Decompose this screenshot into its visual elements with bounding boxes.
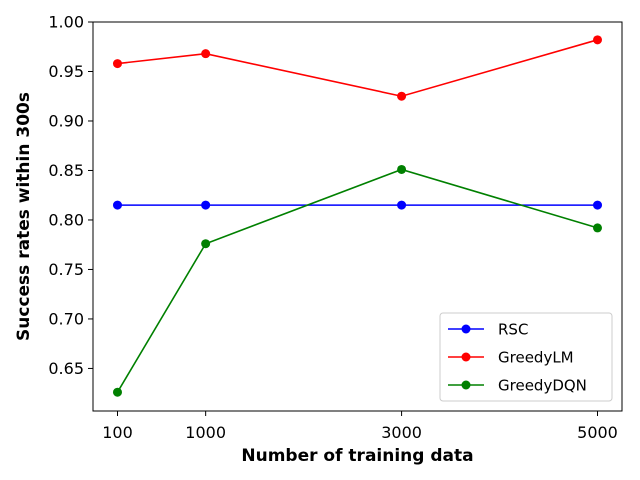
data-point — [397, 164, 407, 174]
y-tick-label: 0.75 — [48, 260, 84, 279]
y-axis-title: Success rates within 300s — [14, 92, 34, 341]
y-tick-label: 0.65 — [48, 359, 84, 378]
y-tick-label: 0.80 — [48, 210, 84, 229]
legend-label: RSC — [498, 321, 528, 339]
series-rsc — [112, 200, 603, 210]
y-tick-label: 1.00 — [48, 13, 84, 32]
x-tick-label: 3000 — [381, 423, 422, 442]
y-axis: 0.65 0.70 0.75 0.80 0.85 0.90 0.95 1.00 — [48, 13, 93, 378]
series-layer — [112, 35, 603, 397]
x-tick-label: 5000 — [577, 423, 618, 442]
legend-item: GreedyDQN — [448, 377, 587, 395]
legend-swatch-marker — [461, 324, 471, 334]
legend-item: GreedyLM — [448, 349, 574, 367]
series-line — [116, 168, 598, 393]
data-point — [397, 91, 407, 101]
x-tick-label: 100 — [102, 423, 133, 442]
y-tick-label: 0.85 — [48, 161, 84, 180]
data-point — [201, 200, 211, 210]
data-point — [112, 59, 122, 69]
legend-label: GreedyLM — [498, 349, 574, 367]
legend-swatch-marker — [461, 380, 471, 390]
legend-item: RSC — [448, 321, 528, 339]
legend-swatch-marker — [461, 352, 471, 362]
data-point — [201, 239, 211, 249]
x-axis-title: Number of training data — [241, 446, 473, 466]
data-point — [593, 200, 603, 210]
data-point — [593, 35, 603, 45]
data-point — [112, 200, 122, 210]
legend: RSC GreedyLM GreedyDQN — [439, 312, 613, 402]
y-tick-label: 0.95 — [48, 62, 84, 81]
series-greedydqn — [112, 164, 603, 397]
series-greedylm — [112, 35, 603, 101]
x-axis: 100 1000 3000 5000 — [102, 411, 618, 442]
data-point — [397, 200, 407, 210]
legend-label: GreedyDQN — [498, 377, 587, 395]
data-point — [112, 387, 122, 397]
y-tick-label: 0.70 — [48, 309, 84, 328]
legend-box — [439, 312, 613, 402]
data-point — [201, 49, 211, 59]
plot-frame — [92, 21, 623, 412]
data-point — [593, 223, 603, 233]
x-tick-label: 1000 — [185, 423, 226, 442]
y-tick-label: 0.90 — [48, 111, 84, 130]
series-line — [117, 39, 598, 98]
